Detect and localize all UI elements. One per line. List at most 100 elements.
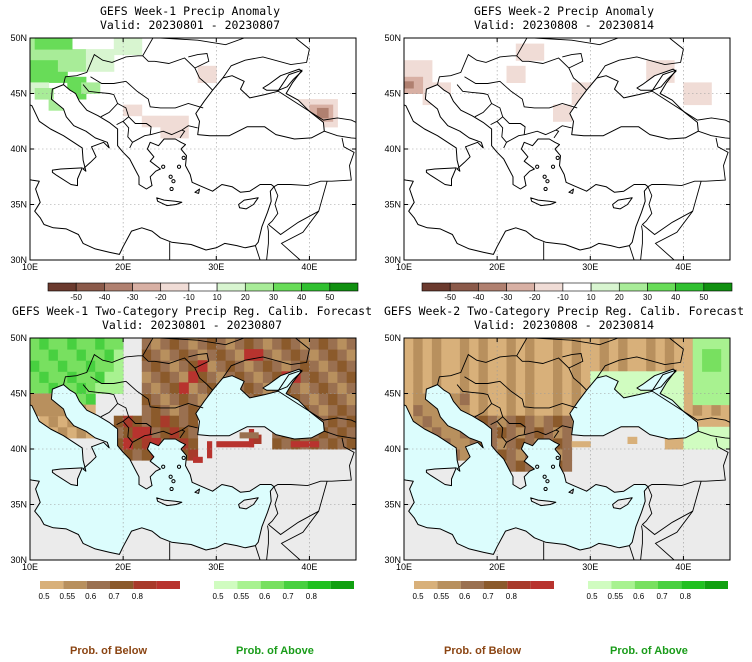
colorbar-label: -10 (557, 293, 569, 302)
colorbar-swatch (301, 282, 331, 292)
colorbar-label: 0.6 (459, 592, 471, 601)
colorbar-swatch (260, 581, 284, 589)
panel-title-text: GEFS Week-2 Precip Anomaly (473, 4, 654, 18)
colorbar-swatch (47, 282, 77, 292)
colorbar-label: 0.8 (506, 592, 518, 601)
colorbar-swatch (534, 282, 564, 292)
panel-valid-text: Valid: 20230808 - 20230814 (473, 18, 654, 32)
coastlines (404, 68, 730, 255)
colorbar-label: -50 (70, 293, 82, 302)
panel-title-week2-twocat: GEFS Week-2 Two-Category Precip Reg. Cal… (378, 304, 750, 332)
mediterranean-sea (404, 384, 648, 555)
colorbar-swatch (478, 282, 507, 292)
lat-tick-label: 30N (10, 555, 27, 565)
colorbar-label: 0.8 (680, 592, 692, 601)
lat-tick-label: 40N (10, 444, 27, 454)
colorbar-label: -10 (183, 293, 195, 302)
colorbar-label: 10 (213, 293, 222, 302)
caspian-sea (356, 96, 365, 129)
colorbar-swatch (188, 282, 218, 292)
prob-below-caption-week1: Prob. of Below (70, 645, 147, 657)
colorbar-swatch (214, 581, 238, 589)
panel-valid-text: Valid: 20230801 - 20230807 (101, 318, 282, 332)
lon-tick-label: 40E (301, 262, 317, 272)
country-borders (437, 338, 730, 560)
colorbar-swatch (530, 581, 554, 589)
panel-title-text: GEFS Week-1 Two-Category Precip Reg. Cal… (11, 304, 373, 318)
colorbar-label: 50 (699, 293, 708, 302)
colorbar-swatch (329, 282, 359, 292)
lat-tick-label: 50N (384, 33, 401, 43)
colorbar-swatch (437, 581, 461, 589)
colorbar-label: 10 (587, 293, 596, 302)
colorbar-swatch (634, 581, 658, 589)
lat-tick-label: 50N (10, 333, 27, 343)
colorbar-swatch (86, 581, 110, 589)
colorbar-label: -20 (529, 293, 541, 302)
colorbar-swatch (460, 581, 484, 589)
colorbar-label: -30 (501, 293, 513, 302)
colorbar-label: 0.55 (608, 592, 624, 601)
lon-tick-label: 30E (208, 262, 224, 272)
forecast-overlay (30, 38, 338, 139)
lon-tick-label: 40E (675, 262, 691, 272)
colorbar-label: 0.5 (586, 592, 598, 601)
lat-tick-label: 50N (384, 333, 401, 343)
colorbar-label: 0.8 (306, 592, 318, 601)
colorbar-swatch (414, 581, 438, 589)
colorbar-label: 0.6 (85, 592, 97, 601)
colorbar-swatch (75, 282, 105, 292)
lon-tick-label: 20E (489, 562, 505, 572)
colorbar-label: -30 (127, 293, 139, 302)
lat-tick-label: 45N (384, 389, 401, 399)
coastlines (30, 368, 356, 555)
lat-tick-label: 40N (10, 144, 27, 154)
colorbar-swatch (330, 581, 354, 589)
prob-below-caption-week2: Prob. of Below (444, 645, 521, 657)
lat-tick-label: 30N (384, 255, 401, 265)
caspian-sea (730, 396, 739, 429)
colorbar-swatch (647, 282, 676, 292)
lat-tick-label: 35N (10, 200, 27, 210)
colorbar-swatch (704, 581, 728, 589)
mediterranean-sea (30, 384, 274, 555)
colorbar-label: 0.55 (60, 592, 76, 601)
colorbar-swatch (506, 282, 536, 292)
colorbar-label: -50 (444, 293, 456, 302)
panel-title-week1-anomaly: GEFS Week-1 Precip Anomaly Valid: 202308… (10, 4, 370, 32)
lat-tick-label: 45N (384, 89, 401, 99)
lat-tick-label: 35N (384, 500, 401, 510)
colorbar-swatch (40, 581, 64, 589)
lon-tick-label: 30E (208, 562, 224, 572)
colorbar-swatch (588, 581, 612, 589)
panel-title-week1-twocat: GEFS Week-1 Two-Category Precip Reg. Cal… (6, 304, 378, 332)
lon-tick-label: 40E (675, 562, 691, 572)
lon-tick-label: 20E (115, 562, 131, 572)
lon-tick-label: 20E (489, 262, 505, 272)
colorbar-swatch (133, 581, 157, 589)
colorbar-label: 50 (325, 293, 334, 302)
lat-tick-label: 40N (384, 444, 401, 454)
colorbar-label: 0.6 (633, 592, 645, 601)
colorbar-label: 40 (297, 293, 306, 302)
colorbar-swatch (216, 282, 246, 292)
colorbar-swatch (160, 282, 190, 292)
prob-above-caption-week2: Prob. of Above (610, 645, 688, 657)
colorbar-swatch (590, 282, 620, 292)
colorbar-swatch (273, 282, 302, 292)
colorbar-swatch (449, 282, 479, 292)
colorbar-label: 0.7 (482, 592, 494, 601)
colorbar-swatch (507, 581, 531, 589)
lat-tick-label: 40N (384, 144, 401, 154)
colorbar-label: -40 (99, 293, 111, 302)
prob-above-caption-week1: Prob. of Above (236, 645, 314, 657)
lat-tick-label: 30N (10, 255, 27, 265)
colorbar-swatch (104, 282, 133, 292)
anomaly-colorbar-week1: -50 -40 -30 -20 -10 10 20 30 40 50 (47, 282, 359, 302)
